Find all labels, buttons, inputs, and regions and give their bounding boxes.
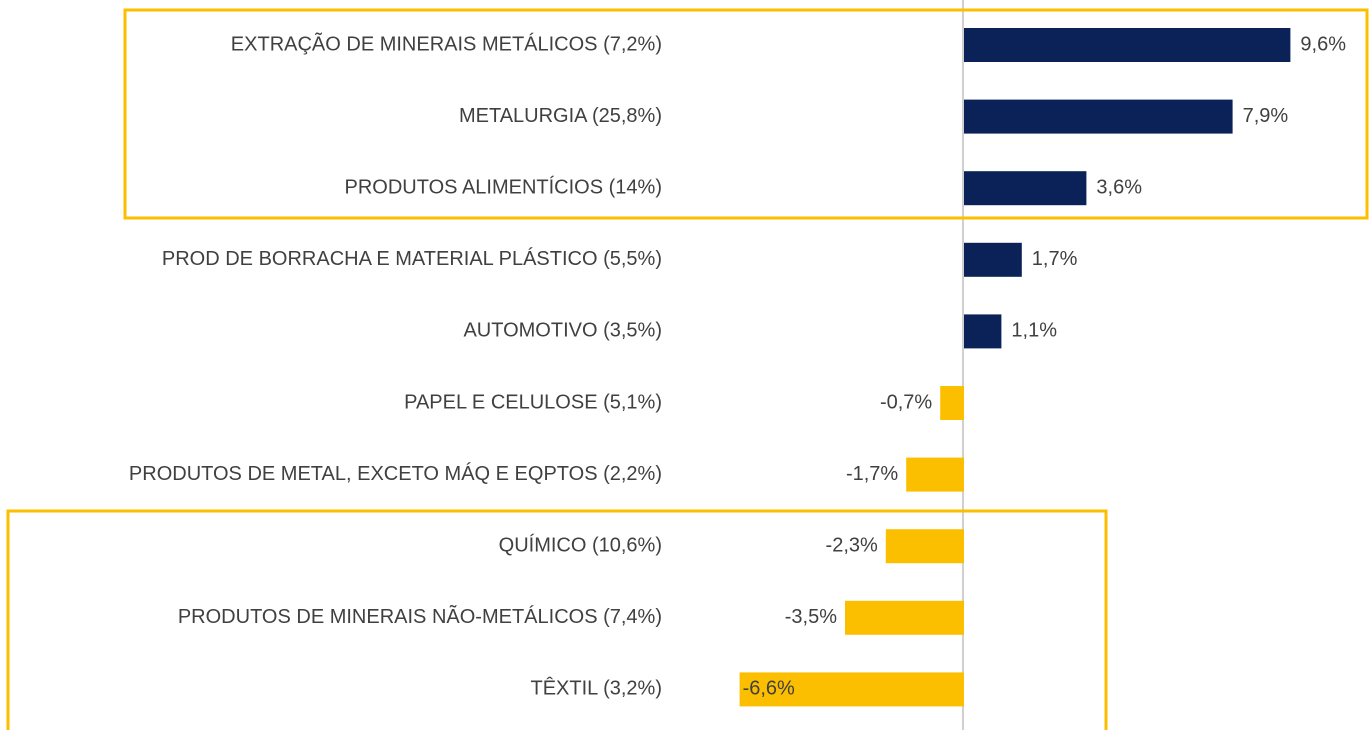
category-label: PRODUTOS ALIMENTÍCIOS (14%) bbox=[345, 175, 662, 198]
value-label: -3,5% bbox=[785, 606, 837, 628]
bar bbox=[906, 457, 964, 492]
value-label: 1,7% bbox=[1032, 248, 1078, 270]
value-label: -6,6% bbox=[743, 678, 795, 700]
bar bbox=[964, 28, 1291, 62]
value-label: 7,9% bbox=[1243, 105, 1289, 127]
category-label: PRODUTOS DE METAL, EXCETO MÁQ E EQPTOS (… bbox=[129, 462, 662, 485]
category-label: PRODUTOS DE MINERAIS NÃO-METÁLICOS (7,4%… bbox=[178, 604, 662, 628]
bar bbox=[885, 529, 964, 564]
category-label: AUTOMOTIVO (3,5%) bbox=[463, 320, 662, 342]
value-label: -0,7% bbox=[880, 391, 932, 413]
category-label: METALURGIA (25,8%) bbox=[459, 105, 662, 127]
highlight-box bbox=[6, 509, 1108, 730]
bar bbox=[964, 99, 1233, 134]
value-label: 1,1% bbox=[1011, 320, 1057, 342]
bar bbox=[964, 314, 1002, 349]
category-label: TÊXTIL (3,2%) bbox=[530, 677, 662, 700]
bar bbox=[964, 171, 1087, 206]
highlight-box bbox=[123, 8, 1369, 220]
value-label: 9,6% bbox=[1300, 33, 1346, 55]
bar bbox=[940, 386, 964, 420]
value-label: 3,6% bbox=[1096, 176, 1142, 198]
bar bbox=[739, 672, 964, 707]
category-label: PROD DE BORRACHA E MATERIAL PLÁSTICO (5,… bbox=[162, 247, 662, 270]
value-label: -2,3% bbox=[826, 534, 878, 556]
bar bbox=[845, 600, 964, 635]
category-label: QUÍMICO (10,6%) bbox=[499, 533, 662, 556]
value-label: -1,7% bbox=[846, 463, 898, 485]
category-label: EXTRAÇÃO DE MINERAIS METÁLICOS (7,2%) bbox=[231, 31, 662, 55]
bar bbox=[964, 242, 1022, 277]
category-label: PAPEL E CELULOSE (5,1%) bbox=[404, 391, 662, 413]
